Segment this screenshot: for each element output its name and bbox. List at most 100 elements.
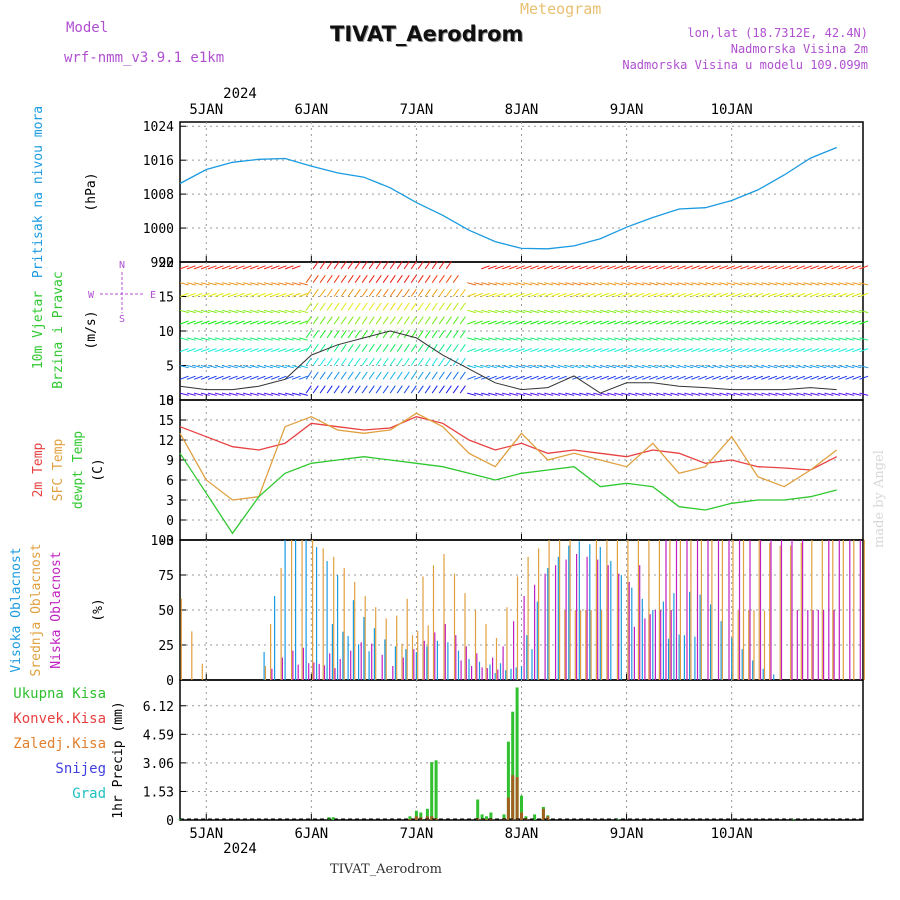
wind-barb xyxy=(551,265,560,270)
y-tick-label: 3 xyxy=(166,494,174,509)
wind-barb xyxy=(586,375,595,380)
wind-barb xyxy=(565,392,575,396)
wind-barb xyxy=(635,265,644,270)
wind-barb xyxy=(396,316,403,325)
wind-barb xyxy=(235,348,245,353)
wind-barb xyxy=(256,365,266,369)
wind-barb xyxy=(186,375,196,380)
wind-barb xyxy=(284,348,294,353)
wind-barb xyxy=(502,348,511,353)
wind-barb xyxy=(417,330,424,339)
y-tick-label: -3 xyxy=(158,534,174,549)
wind-barb xyxy=(291,392,301,396)
wind-barb xyxy=(726,375,736,380)
wind-barb xyxy=(516,337,526,341)
wind-barb xyxy=(495,282,505,286)
wind-barb xyxy=(256,265,266,270)
wind-barb xyxy=(424,385,431,394)
wind-barb xyxy=(368,316,375,325)
wind-barb xyxy=(607,320,616,325)
wind-barb xyxy=(656,392,666,396)
wind-barb xyxy=(214,348,224,353)
wind-barb xyxy=(817,265,827,270)
wind-barb xyxy=(207,320,217,325)
wind-barb xyxy=(705,365,715,369)
wind-barb xyxy=(340,316,347,325)
wind-barb xyxy=(593,265,602,270)
wind-barb xyxy=(551,309,561,314)
wind-barb xyxy=(467,375,476,380)
wind-barb xyxy=(452,302,459,311)
wind-barb xyxy=(256,309,266,314)
wind-barb xyxy=(389,288,396,297)
wind-barb xyxy=(768,265,778,270)
wind-barb xyxy=(495,320,504,325)
wind-barb xyxy=(544,320,553,325)
wind-barb xyxy=(347,288,354,297)
wind-barb xyxy=(333,275,340,283)
wind-barb xyxy=(389,357,396,366)
y-axis-label-cloud-high: Visoka Oblacnost xyxy=(9,547,24,672)
wind-barb xyxy=(263,365,273,369)
wind-barb xyxy=(214,292,224,297)
wind-barb xyxy=(326,288,333,297)
wind-barb xyxy=(389,344,396,352)
wind-barb xyxy=(831,337,841,341)
wind-barb xyxy=(782,309,792,314)
wind-barb xyxy=(803,375,813,380)
wind-barb xyxy=(291,292,301,297)
wind-barb xyxy=(649,282,659,286)
wind-barb xyxy=(551,375,560,380)
wind-barb xyxy=(656,320,665,325)
y-tick-label: 1008 xyxy=(143,188,174,203)
wind-barb xyxy=(459,316,466,325)
wind-barb xyxy=(467,320,476,325)
wind-barb xyxy=(782,337,792,341)
wind-barb xyxy=(221,392,231,396)
wind-barb xyxy=(607,265,616,270)
wind-barb xyxy=(572,337,582,341)
wind-barb xyxy=(333,316,340,325)
wind-barb xyxy=(656,292,665,297)
wind-barb xyxy=(768,320,778,325)
wind-barb xyxy=(312,302,319,311)
wind-barb xyxy=(179,292,189,297)
wind-barb xyxy=(628,282,638,286)
wind-barb xyxy=(768,392,778,396)
wind-barb xyxy=(838,309,848,314)
wind-barb xyxy=(565,365,575,369)
wind-barb xyxy=(817,375,827,380)
wind-barb xyxy=(228,265,238,270)
wind-barb xyxy=(235,320,245,325)
wind-barb xyxy=(747,392,757,396)
wind-barb xyxy=(761,337,771,341)
wind-barb xyxy=(277,337,287,341)
wind-barb xyxy=(333,344,340,352)
wind-barb xyxy=(368,371,375,380)
wind-barb xyxy=(298,365,308,369)
wind-barb xyxy=(628,365,638,369)
wind-barb xyxy=(831,365,841,369)
wind-barb xyxy=(558,292,567,297)
wind-barb xyxy=(438,371,445,380)
wind-barb xyxy=(803,292,813,297)
wind-barb xyxy=(467,337,477,341)
wind-barb xyxy=(691,337,701,341)
wind-barb xyxy=(207,282,217,286)
wind-barb xyxy=(298,320,308,325)
precip-bar-conv xyxy=(480,819,484,820)
wind-barb xyxy=(642,282,652,286)
wind-barb xyxy=(586,292,595,297)
wind-barb xyxy=(677,392,687,396)
wind-barb xyxy=(698,320,707,325)
precip-bar-total xyxy=(515,687,519,820)
precip-bar-total xyxy=(425,808,429,820)
wind-barb xyxy=(459,330,466,339)
wind-barb xyxy=(607,337,617,341)
wind-barb xyxy=(530,375,539,380)
wind-barb xyxy=(445,261,452,270)
wind-barb xyxy=(579,348,588,353)
wind-barb xyxy=(347,344,354,352)
wind-barb xyxy=(649,292,658,297)
wind-barb xyxy=(452,288,459,297)
